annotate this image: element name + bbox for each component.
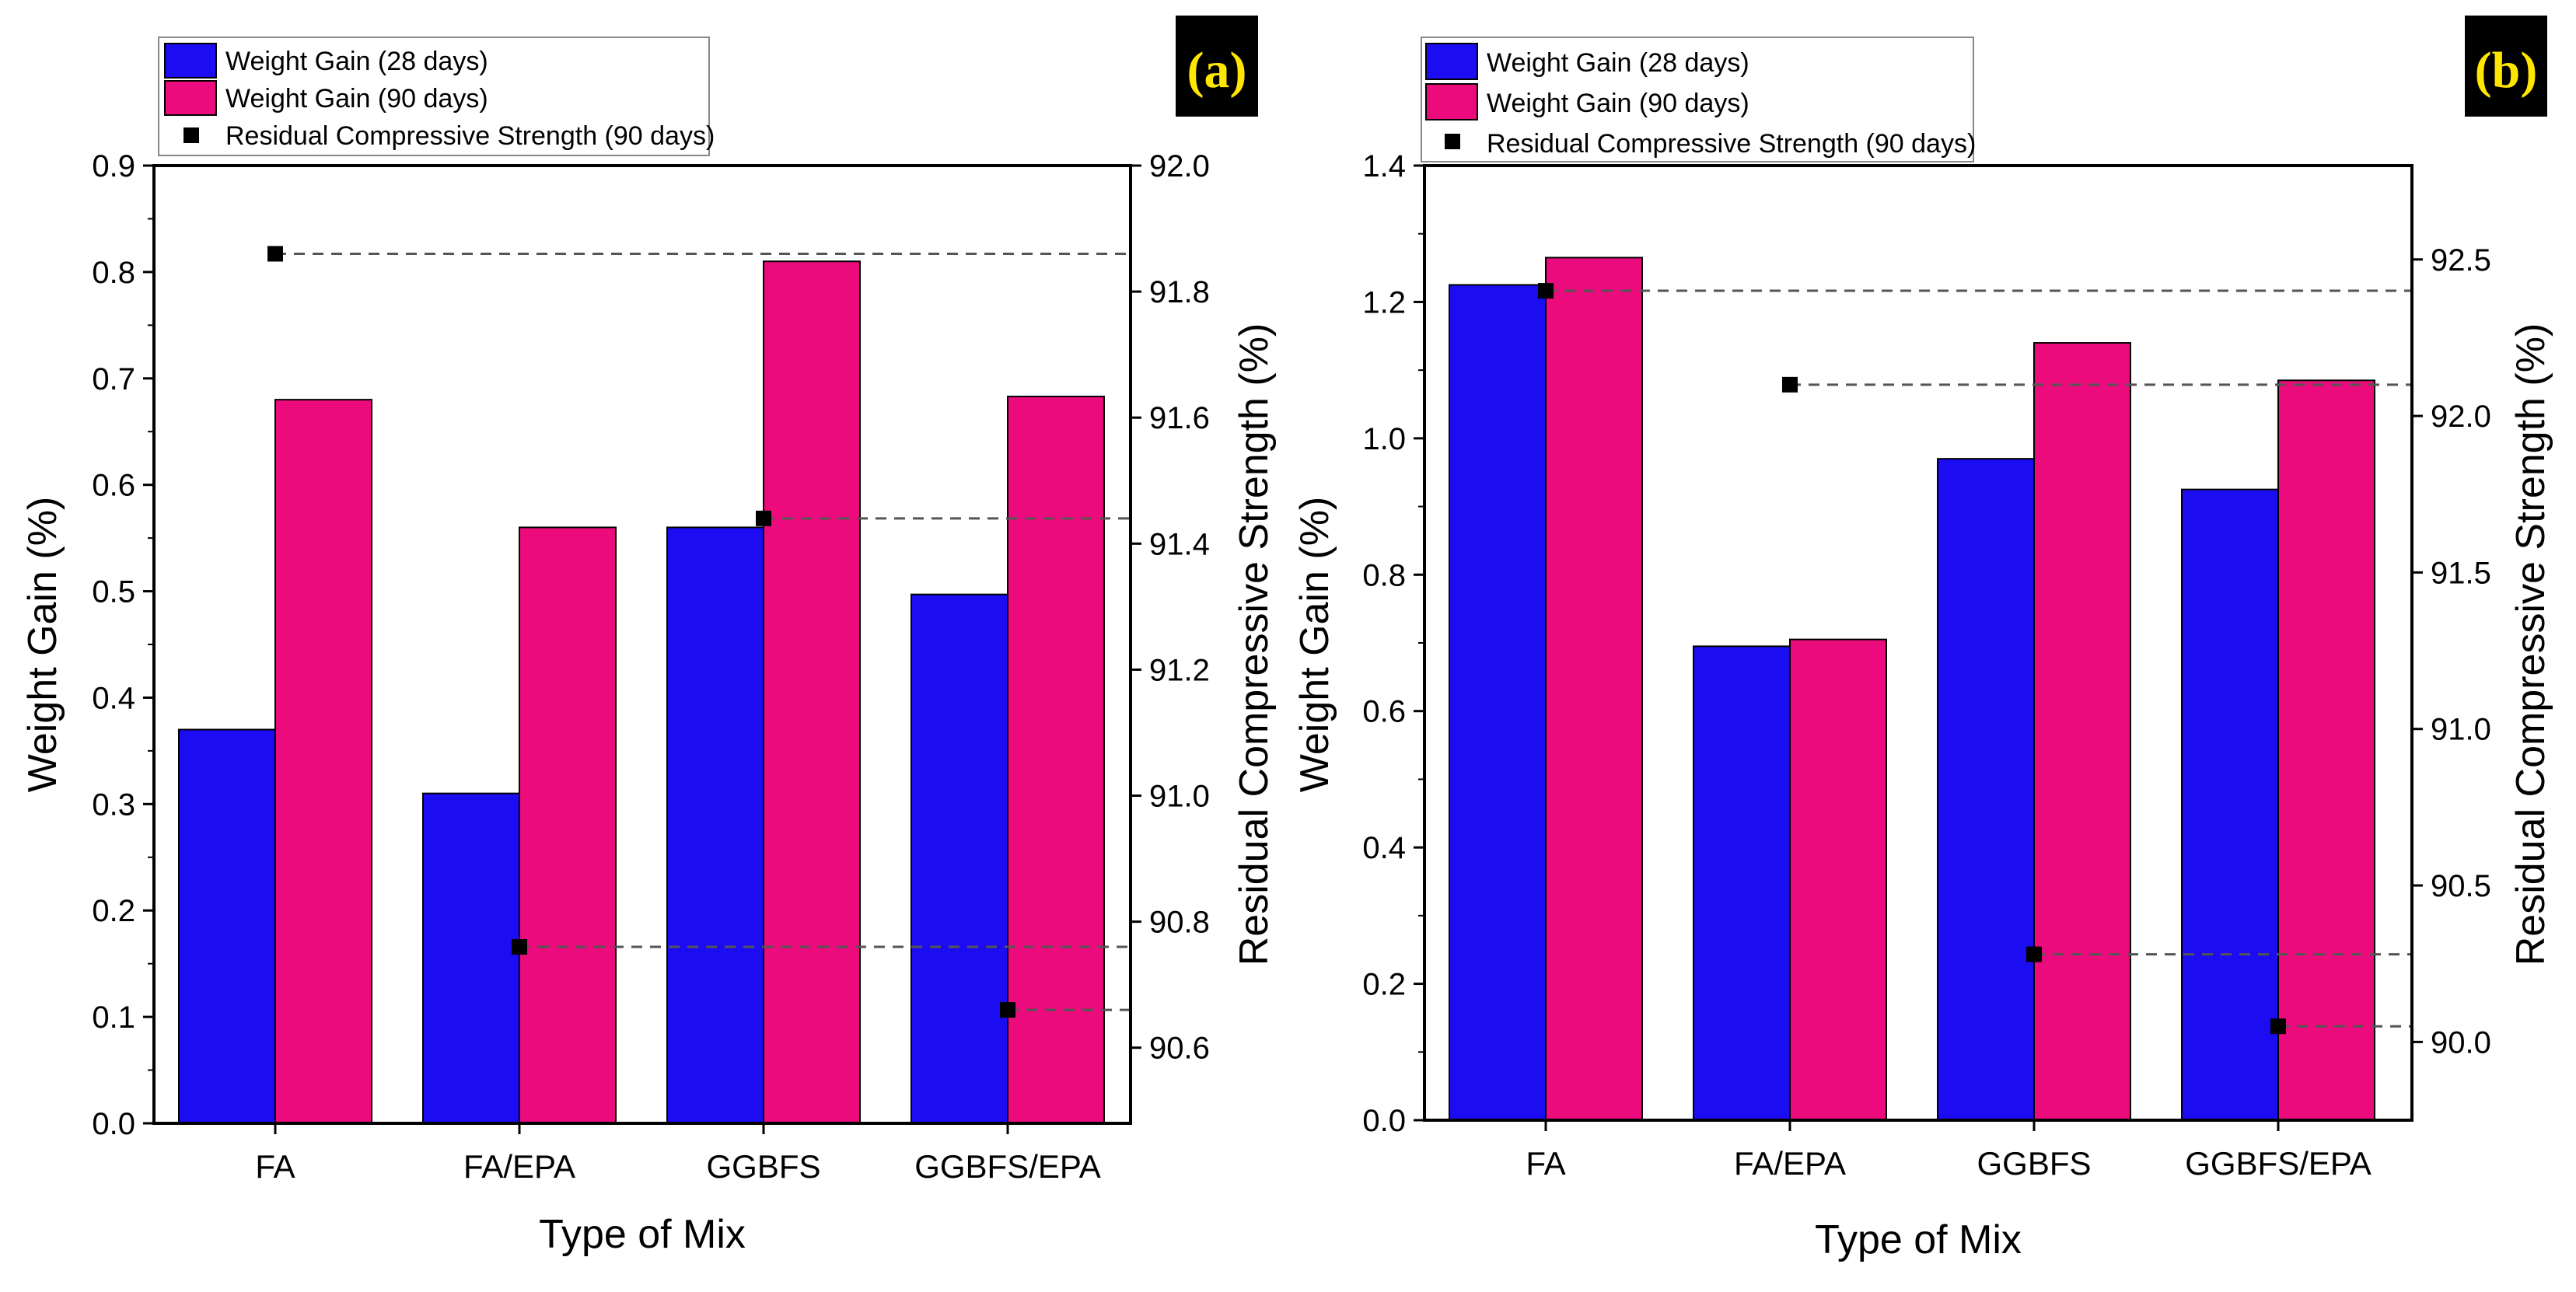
chart-b-ytick-label: 0.8 [1362,558,1406,592]
chart-a-y2tick-label: 90.6 [1149,1032,1210,1066]
chart-b-bar-28d-ggbfs [1937,458,2035,1121]
chart-a-legend-marker-residual [184,127,199,143]
chart-a-legend: Weight Gain (28 days) Weight Gain (90 da… [158,37,715,156]
chart-a-ylabel: Weight Gain (%) [20,497,65,793]
chart-b-bar-90d-ggbfs-epa [2277,379,2375,1121]
chart-a-bar-28d-fa [178,728,276,1124]
chart-a-ytick-label: 0.0 [92,1107,135,1141]
chart-a-residual-point-ggbfs-epa [1000,1002,1015,1018]
chart-a-ytick-label: 0.4 [92,681,135,715]
chart-a-residual-point-ggbfs [756,510,771,526]
chart-b-bar-90d-ggbfs [2033,342,2131,1121]
chart-b-panel-label-box [2465,16,2547,117]
chart-a-panel-label: (a) [1176,16,1258,117]
chart-b-bar-28d-ggbfs-epa [2181,488,2279,1121]
chart-b-y2tick-label: 92.0 [2431,400,2491,434]
chart-a-residual-point-fa-epa [512,939,527,955]
chart-a-ytick-label: 0.1 [92,1000,135,1035]
chart-a-y2tick-label: 91.0 [1149,780,1210,814]
chart-a-xtick-label: FA [255,1148,295,1185]
chart-b-bar-90d-fa-epa [1789,638,1887,1121]
chart-b-ytick-label: 0.2 [1362,968,1406,1002]
chart-b-bar-28d-fa-epa [1693,645,1791,1121]
chart-a-y2tick-label: 91.6 [1149,401,1210,435]
chart-b-xtick-label: GGBFS [1977,1145,2091,1182]
chart-b-ytick-label: 1.4 [1362,149,1406,183]
chart-b-y2tick-label: 91.0 [2431,713,2491,747]
chart-b-legend-swatch-90 [1425,83,1478,120]
chart-b-legend: Weight Gain (28 days) Weight Gain (90 da… [1421,37,1976,162]
chart-a-xtick-label: GGBFS/EPA [914,1148,1101,1185]
chart-b-legend-swatch-28 [1425,43,1478,80]
chart-b-xtick-label: FA [1526,1145,1565,1182]
chart-a-ytick-label: 0.3 [92,787,135,822]
chart-a-bar-90d-fa-epa [519,526,617,1124]
chart-a-bar-28d-ggbfs-epa [911,593,1008,1124]
chart-b-y2label: Residual Compressive Strength (%) [2508,323,2553,966]
chart-b-y2tick-label: 91.5 [2431,556,2491,590]
chart-a-legend-label-28: Weight Gain (28 days) [225,47,488,76]
chart-b-y2tick-label: 90.5 [2431,869,2491,903]
chart-b-ytick-label: 0.0 [1362,1104,1406,1138]
chart-b-y2tick-label: 90.0 [2431,1025,2491,1060]
chart-a-marks [178,246,1131,1125]
chart-a-legend-label-residual: Residual Compressive Strength (90 days) [225,121,715,151]
chart-a-legend-swatch-28 [164,43,217,79]
chart-b-ticks: 0.0 0.2 0.4 0.6 0.8 1.0 1.2 1.4 90.0 90.5 91.0 91.5… [1362,149,2490,1182]
chart-a-legend-frame [158,37,710,156]
chart-b-residual-point-ggbfs [2026,946,2042,962]
chart-b-ytick-label: 1.2 [1362,285,1406,320]
chart-a-ytick-label: 0.2 [92,894,135,928]
chart-b-marks [1449,257,2412,1121]
chart-b-legend-label-28: Weight Gain (28 days) [1487,48,1749,78]
chart-a-bar-28d-ggbfs [666,526,764,1124]
chart-a-bar-90d-fa [274,399,372,1124]
chart-a-bar-28d-fa-epa [422,792,520,1125]
chart-a-ytick-label: 0.5 [92,575,135,609]
chart-a-xtick-label: FA/EPA [463,1148,575,1185]
chart-a-panel-label-text: (a) [1187,42,1247,99]
chart-b-residual-point-ggbfs-epa [2270,1018,2286,1035]
chart-a-y2tick-label: 91.2 [1149,653,1210,687]
chart-b-bar-28d-fa [1449,284,1547,1121]
chart-a-ticks: 0.0 0.1 0.2 0.3 0.4 0.5 0.6 0.7 0.8 0.9 90.6 90.8 91… [92,149,1209,1185]
chart-b-legend-label-residual: Residual Compressive Strength (90 days) [1487,129,1976,159]
chart-b-residual-point-fa [1538,283,1554,299]
chart-a-y2label: Residual Compressive Strength (%) [1232,323,1277,966]
chart-a-y2tick-label: 91.4 [1149,527,1210,561]
chart-a-xtick-label: GGBFS [706,1148,820,1185]
chart-a-legend-swatch-90 [164,80,217,116]
chart-b-ylabel: Weight Gain (%) [1292,497,1337,793]
chart-a-ytick-label: 0.9 [92,149,135,183]
chart-a-panel-label-box [1176,16,1258,117]
chart-b-bar-90d-fa [1545,257,1643,1121]
chart-b-legend-label-90: Weight Gain (90 days) [1487,89,1749,118]
chart-b-ytick-label: 0.4 [1362,831,1406,865]
chart-b-y2tick-label: 92.5 [2431,243,2491,278]
chart-b-panel-label-text: (b) [2475,42,2538,99]
chart-b-ytick-label: 1.0 [1362,422,1406,456]
chart-a-residual-point-fa [267,246,283,262]
chart-a-y2tick-label: 92.0 [1149,149,1210,183]
chart-a-y2tick-label: 91.8 [1149,275,1210,309]
chart-b-ytick-label: 0.6 [1362,695,1406,729]
chart-a-xlabel: Type of Mix [539,1212,746,1257]
chart-b-xtick-label: FA/EPA [1734,1145,1846,1182]
chart-a-ytick-label: 0.7 [92,362,135,396]
chart-a-bar-90d-ggbfs [763,260,861,1125]
chart-a-ytick-label: 0.8 [92,256,135,290]
chart-a-bar-90d-ggbfs-epa [1007,396,1105,1124]
chart-b-xtick-label: GGBFS/EPA [2185,1145,2372,1182]
chart-a-legend-label-90: Weight Gain (90 days) [225,84,488,113]
chart-b-legend-frame [1421,37,1974,162]
chart-b-legend-marker-residual [1445,134,1460,149]
chart-a-ytick-label: 0.6 [92,469,135,503]
chart-b-panel-label: (b) [2465,16,2547,117]
chart-a-y2tick-label: 90.8 [1149,906,1210,940]
chart-panel-a: 0.0 0.1 0.2 0.3 0.4 0.5 0.6 0.7 0.8 0.9 90.6 90.8 91… [20,16,1277,1257]
chart-b-residual-point-fa-epa [1782,376,1798,393]
chart-panel-b: 0.0 0.2 0.4 0.6 0.8 1.0 1.2 1.4 90.0 90.5 91.0 91.5… [1292,16,2553,1262]
chart-b-xlabel: Type of Mix [1815,1217,2022,1262]
